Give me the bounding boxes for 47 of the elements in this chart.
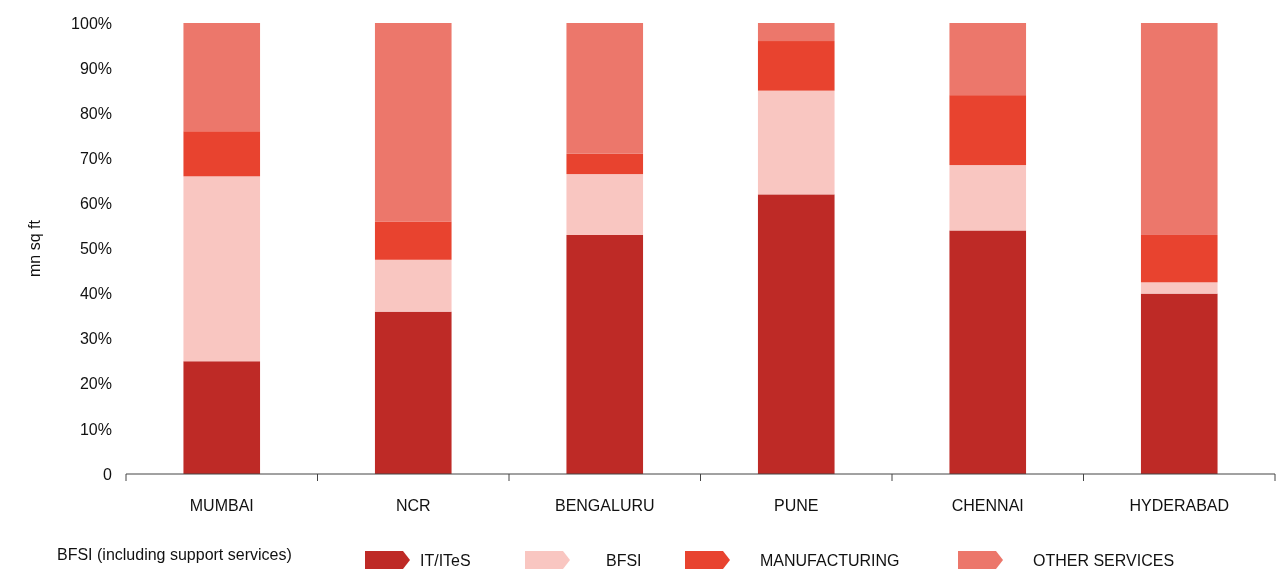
bar — [183, 361, 261, 474]
bar — [1140, 23, 1218, 235]
bar — [566, 234, 644, 474]
y-tick-label: 10% — [79, 420, 112, 438]
y-tick-label: 80% — [79, 104, 112, 122]
bar — [183, 176, 261, 362]
x-tick-label: CHENNAI — [951, 497, 1024, 515]
x-tick-label: NCR — [395, 497, 431, 515]
bar — [757, 41, 835, 91]
bar — [183, 131, 261, 177]
y-tick-label: 60% — [79, 195, 112, 213]
bar — [374, 23, 452, 222]
y-tick-label: 90% — [79, 59, 112, 77]
x-tick-label: BENGALURU — [554, 497, 655, 515]
bar — [566, 23, 644, 154]
y-tick-label: 0 — [103, 465, 113, 483]
y-tick-label: 30% — [79, 330, 112, 348]
bar — [374, 311, 452, 474]
x-tick-label: HYDERABAD — [1129, 497, 1230, 515]
legend-label: IT/ITeS — [420, 552, 471, 569]
bar — [1140, 282, 1218, 294]
bar — [566, 153, 644, 175]
bar — [1140, 234, 1218, 283]
bar — [949, 23, 1027, 96]
legend-label: BFSI — [606, 552, 642, 569]
text: BFSI (including support services) — [57, 546, 292, 563]
y-tick-label: 100% — [71, 14, 112, 32]
x-tick-label: MUMBAI — [189, 497, 254, 515]
y-tick-label: 50% — [79, 240, 112, 258]
bar — [757, 90, 835, 195]
y-tick-label: 40% — [79, 285, 112, 303]
bar — [757, 23, 835, 42]
legend-label: MANUFACTURING — [760, 552, 900, 569]
x-tick-label: PUNE — [774, 497, 819, 515]
bar — [949, 95, 1027, 166]
bar — [374, 221, 452, 260]
legend-label: OTHER SERVICES — [1033, 552, 1175, 569]
y-axis-title: mn sq ft — [26, 219, 43, 277]
bar — [1140, 293, 1218, 474]
bar — [374, 259, 452, 312]
bar — [183, 23, 261, 132]
bar — [757, 194, 835, 474]
bar — [949, 230, 1027, 474]
y-tick-label: 70% — [79, 149, 112, 167]
bar — [949, 165, 1027, 231]
y-tick-label: 20% — [79, 375, 112, 393]
bar — [566, 174, 644, 235]
